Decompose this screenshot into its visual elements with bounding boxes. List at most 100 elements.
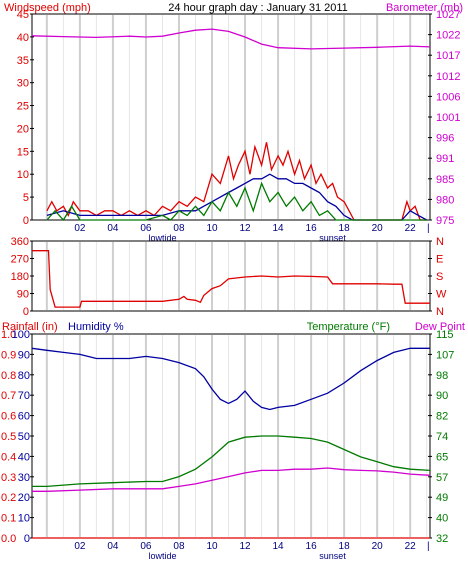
sunset-marker: sunset — [319, 233, 346, 243]
x-tick-label: | — [427, 223, 430, 234]
right-tick-label: 985 — [436, 174, 454, 186]
right-tick-label: 996 — [436, 133, 454, 145]
lowtide-marker: lowtide — [148, 233, 176, 243]
x-tick-label: 10 — [206, 541, 218, 552]
left-tick-label: 10 — [17, 169, 29, 181]
humidity-axis-title: Humidity % — [68, 321, 124, 333]
series-line — [32, 467, 431, 492]
left-tick-label: 0.2 — [1, 492, 16, 504]
series-line — [32, 435, 431, 488]
left-tick-label: 360 — [11, 236, 29, 248]
left-tick-label-secondary: 30 — [18, 472, 30, 484]
right-tick-label: 975 — [436, 215, 454, 227]
wind-series — [31, 28, 431, 222]
right-tick-label: 115 — [436, 329, 454, 341]
left-tick-label: 0.7 — [1, 390, 16, 402]
right-tick-label: 1012 — [436, 71, 460, 83]
left-tick-label-secondary: 40 — [18, 451, 30, 463]
right-tick-label: 1006 — [436, 91, 460, 103]
series-line — [46, 142, 427, 221]
right-tick-label: 980 — [436, 194, 454, 206]
right-tick-label: N — [436, 236, 444, 248]
x-tick-label: 06 — [140, 541, 152, 552]
x-tick-label: 16 — [306, 223, 318, 234]
right-tick-label: 32 — [436, 533, 448, 545]
lowtide-marker-bottom: lowtide — [148, 551, 176, 559]
left-tick-label: 30 — [17, 78, 29, 90]
right-tick-label: 65 — [436, 451, 448, 463]
temperature-axis-title: Temperature (°F) — [307, 321, 390, 333]
temperature-right-ticks: 32 40 49 57 65 74 82 90 98 107 115 — [428, 329, 454, 545]
left-tick-label: 20 — [17, 123, 29, 135]
x-tick-label: 04 — [107, 223, 119, 234]
x-tick-label: 12 — [239, 223, 251, 234]
x-tick-label: 04 — [107, 541, 119, 552]
right-tick-label: 82 — [436, 411, 448, 423]
right-tick-label: 991 — [436, 153, 454, 165]
x-tick-label: 18 — [339, 541, 351, 552]
wind-x-ticks: 02 04 06 08 10 12 14 16 18 20 22 | — [74, 223, 429, 234]
series-line — [31, 28, 431, 50]
left-tick-label: 90 — [17, 289, 29, 301]
right-tick-label: 90 — [436, 390, 448, 402]
left-tick-label-secondary: 70 — [18, 390, 30, 402]
left-tick-label-secondary: 100 — [12, 329, 30, 341]
series-line — [46, 181, 427, 222]
left-tick-label-secondary: 20 — [18, 492, 30, 504]
left-tick-label-secondary: 10 — [18, 513, 30, 525]
left-tick-label: 180 — [11, 271, 29, 283]
right-tick-label: 98 — [436, 370, 448, 382]
left-tick-label: 0.8 — [1, 370, 16, 382]
x-tick-label: 22 — [405, 223, 417, 234]
right-tick-label: W — [436, 289, 447, 301]
temperature-series — [31, 347, 431, 539]
right-tick-label: 1027 — [436, 9, 460, 21]
series-line — [32, 250, 430, 308]
left-tick-label: 0.9 — [1, 349, 16, 361]
left-tick-label: 25 — [17, 101, 29, 113]
left-tick-label: 35 — [17, 55, 29, 67]
wind-left-ticks: 0 5 10 15 20 25 30 35 40 45 — [17, 9, 34, 227]
dewpoint-axis-title: Dew Point — [415, 321, 465, 333]
barometer-axis-title: Barometer (mb) — [386, 2, 463, 14]
x-tick-label: 14 — [273, 541, 285, 552]
x-tick-label: 08 — [173, 223, 185, 234]
x-tick-label: 18 — [339, 223, 351, 234]
left-tick-label: 0.0 — [1, 533, 16, 545]
x-tick-label: 16 — [306, 541, 318, 552]
series-line — [31, 347, 430, 411]
left-tick-label: 0.4 — [1, 451, 16, 463]
right-tick-label: E — [436, 254, 443, 266]
left-tick-label-secondary: 60 — [18, 411, 30, 423]
x-tick-label: 08 — [173, 541, 185, 552]
direction-left-ticks: 0 90 180 270 360 — [11, 236, 34, 318]
left-tick-label: 1.0 — [1, 329, 16, 341]
left-tick-label: 0 — [23, 306, 29, 318]
left-tick-label: 40 — [17, 32, 29, 44]
wind-right-ticks: 975 980 985 991 996 1001 1006 1012 1017 1022 1027 — [428, 9, 460, 227]
x-tick-label: 22 — [405, 541, 417, 552]
left-tick-label: 45 — [17, 9, 29, 21]
rainfall-axis-title: Rainfall (in) — [2, 321, 58, 333]
left-tick-label-secondary: 80 — [18, 370, 30, 382]
right-tick-label: 107 — [436, 349, 454, 361]
right-tick-label: 57 — [436, 472, 448, 484]
sunset-marker-bottom: sunset — [319, 551, 346, 559]
right-tick-label: S — [436, 271, 443, 283]
series-line — [46, 173, 428, 221]
direction-series — [32, 250, 430, 308]
left-tick-label: 15 — [17, 146, 29, 158]
right-tick-label: 49 — [436, 492, 448, 504]
x-tick-label: | — [427, 541, 430, 552]
left-tick-label: 0.3 — [1, 472, 16, 484]
left-tick-label: 0.1 — [1, 513, 16, 525]
x-tick-label: 02 — [74, 541, 86, 552]
left-tick-label: 0.6 — [1, 411, 16, 423]
right-tick-label: 1017 — [436, 50, 460, 62]
windspeed-axis-title: Windspeed (mph) — [4, 2, 91, 14]
right-tick-label: N — [436, 306, 444, 318]
x-tick-label: 20 — [372, 541, 384, 552]
left-tick-label-secondary: 0 — [24, 533, 30, 545]
right-tick-label: 1001 — [436, 112, 460, 124]
